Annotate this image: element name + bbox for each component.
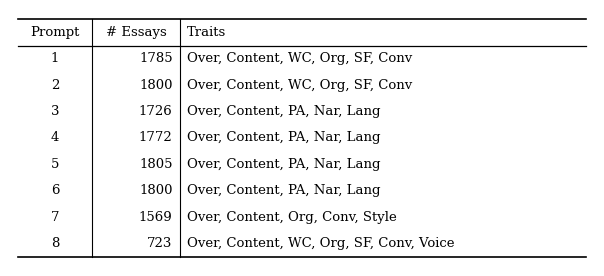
Text: Over, Content, PA, Nar, Lang: Over, Content, PA, Nar, Lang xyxy=(187,131,381,145)
Text: 4: 4 xyxy=(51,131,59,145)
Text: Over, Content, PA, Nar, Lang: Over, Content, PA, Nar, Lang xyxy=(187,105,381,118)
Text: 8: 8 xyxy=(51,237,59,250)
Text: 1569: 1569 xyxy=(139,211,173,224)
Text: 3: 3 xyxy=(51,105,59,118)
Text: Over, Content, WC, Org, SF, Conv, Voice: Over, Content, WC, Org, SF, Conv, Voice xyxy=(187,237,455,250)
Text: 1800: 1800 xyxy=(139,184,173,197)
Text: 1: 1 xyxy=(51,52,59,65)
Text: 7: 7 xyxy=(51,211,59,224)
Text: Over, Content, PA, Nar, Lang: Over, Content, PA, Nar, Lang xyxy=(187,184,381,197)
Text: 1800: 1800 xyxy=(139,79,173,92)
Text: 1772: 1772 xyxy=(139,131,173,145)
Text: Over, Content, WC, Org, SF, Conv: Over, Content, WC, Org, SF, Conv xyxy=(187,79,413,92)
Text: 723: 723 xyxy=(147,237,173,250)
Text: 5: 5 xyxy=(51,158,59,171)
Text: 1785: 1785 xyxy=(139,52,173,65)
Text: Over, Content, Org, Conv, Style: Over, Content, Org, Conv, Style xyxy=(187,211,397,224)
Text: 1726: 1726 xyxy=(139,105,173,118)
Text: # Essays: # Essays xyxy=(106,26,166,39)
Text: 2: 2 xyxy=(51,79,59,92)
Text: Prompt: Prompt xyxy=(30,26,80,39)
Text: Traits: Traits xyxy=(187,26,226,39)
Text: 1805: 1805 xyxy=(139,158,173,171)
Text: 6: 6 xyxy=(51,184,59,197)
Text: Over, Content, PA, Nar, Lang: Over, Content, PA, Nar, Lang xyxy=(187,158,381,171)
Text: Over, Content, WC, Org, SF, Conv: Over, Content, WC, Org, SF, Conv xyxy=(187,52,413,65)
